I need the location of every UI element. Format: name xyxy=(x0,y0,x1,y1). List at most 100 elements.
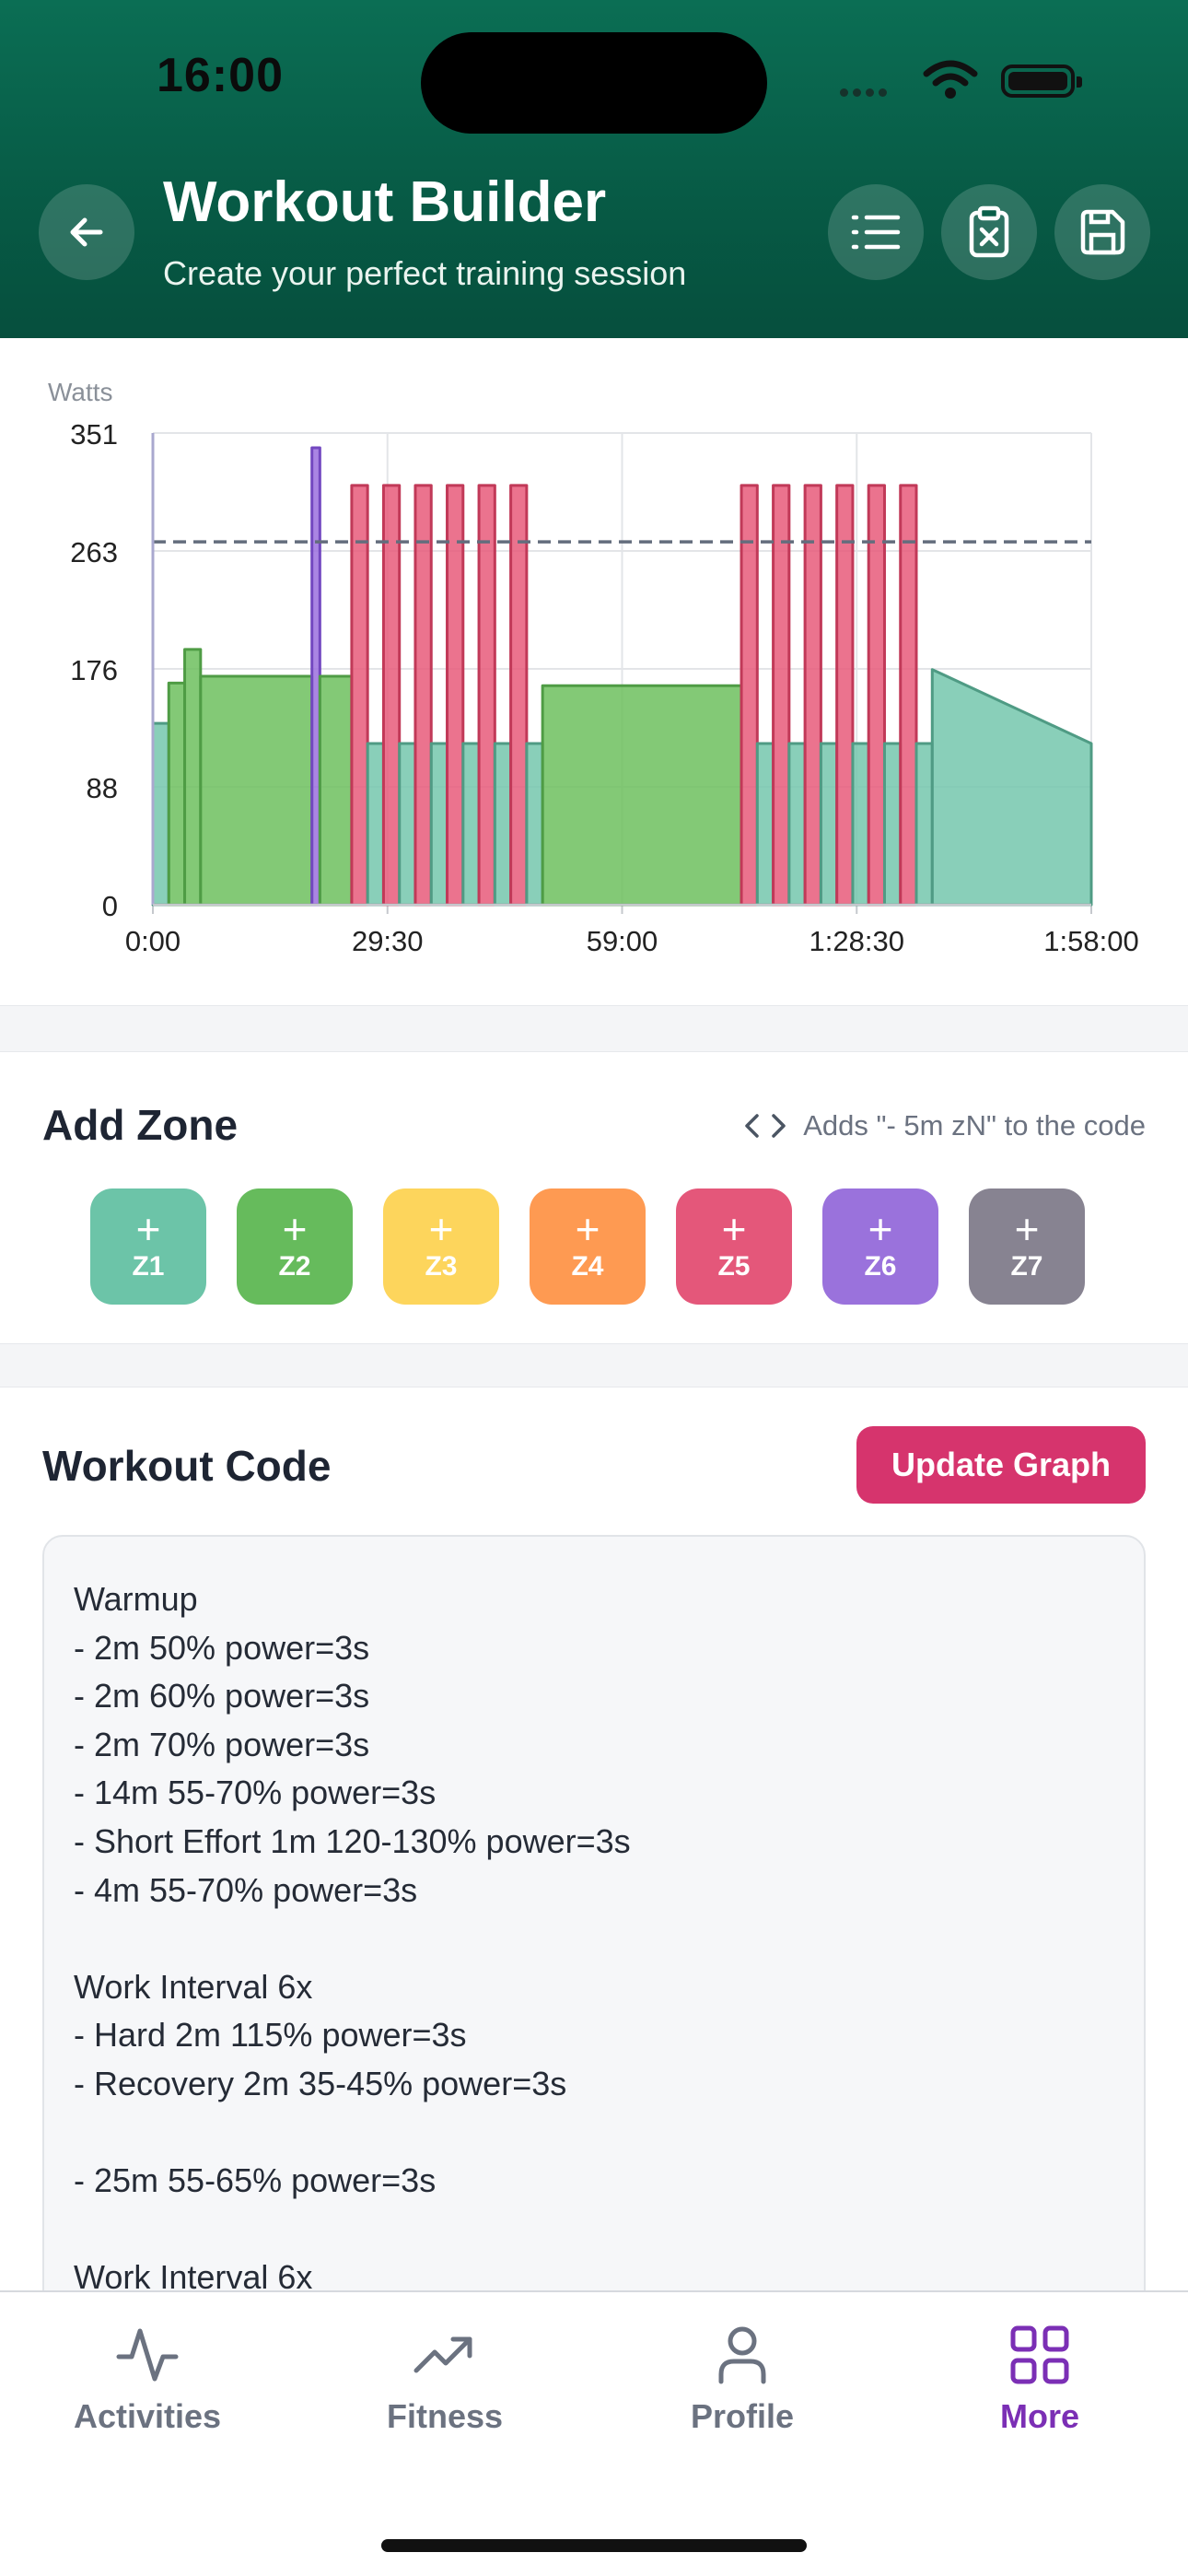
page-title: Workout Builder xyxy=(163,170,607,234)
add-zone-hint: Adds "- 5m zN" to the code xyxy=(744,1109,1146,1142)
segment-z1 xyxy=(819,742,839,907)
segment-z5 xyxy=(413,484,433,907)
tab-label: Profile xyxy=(690,2397,795,2435)
code-line: - 4m 55-70% power=3s xyxy=(74,1870,418,1909)
segment-z1 xyxy=(525,742,544,907)
clipboard-x-icon xyxy=(969,205,1009,258)
segment-z2 xyxy=(318,674,354,907)
trending-up-icon xyxy=(413,2336,472,2373)
plus-icon: + xyxy=(575,1205,600,1253)
workout-graph-card: 0 88 176 263 351 0:00 29:30 59:00 1:28:30 1:58:00… xyxy=(0,338,1188,1006)
wifi-icon xyxy=(923,60,978,99)
tab-label: Activities xyxy=(73,2397,222,2435)
add-zone-z4-button[interactable]: + Z4 xyxy=(530,1188,646,1305)
segment-z2 xyxy=(199,674,314,907)
code-line: - Hard 2m 115% power=3s xyxy=(74,2016,467,2055)
list-icon xyxy=(851,215,901,250)
workout-code-editor[interactable]: Warmup - 2m 50% power=3s - 2m 60% power=3s… xyxy=(42,1535,1146,2327)
x-tick-label: 29:30 xyxy=(352,925,424,957)
app-header: 16:00 Workout Builder Create your perfec… xyxy=(0,0,1188,338)
bottom-tab-bar: Activities Fitness Profile xyxy=(0,2290,1188,2576)
segment-z1 xyxy=(398,742,417,907)
segment-z2 xyxy=(183,648,203,907)
x-tick-label: 1:28:30 xyxy=(809,925,904,957)
segment-z5 xyxy=(803,484,822,907)
status-time: 16:00 xyxy=(157,49,284,102)
code-line: Work Interval 6x xyxy=(74,1967,313,2006)
y-tick-label: 263 xyxy=(70,536,118,568)
segment-z1 xyxy=(493,742,513,907)
segment-z1 xyxy=(882,742,903,907)
code-line: Work Interval 6x xyxy=(74,2258,313,2297)
zone-label: Z4 xyxy=(571,1251,604,1282)
plus-icon: + xyxy=(428,1205,454,1253)
zone-label: Z3 xyxy=(425,1251,458,1282)
segment-z1 xyxy=(429,742,449,907)
add-zone-z2-button[interactable]: + Z2 xyxy=(237,1188,353,1305)
back-button[interactable] xyxy=(39,184,134,280)
add-zone-z5-button[interactable]: + Z5 xyxy=(676,1188,792,1305)
grid-icon xyxy=(1010,2325,1069,2384)
segment-z1 xyxy=(851,742,870,907)
battery-icon xyxy=(1001,64,1082,98)
segment-z2 xyxy=(541,684,743,907)
code-line xyxy=(74,2109,1114,2158)
arrow-left-icon xyxy=(70,217,103,247)
x-tick-label: 0:00 xyxy=(125,925,181,957)
code-icon xyxy=(745,1114,786,1138)
add-zone-z3-button[interactable]: + Z3 xyxy=(383,1188,499,1305)
code-line: Warmup xyxy=(74,1580,198,1618)
list-button[interactable] xyxy=(828,184,924,280)
code-line: - 2m 50% power=3s xyxy=(74,1628,370,1667)
tab-more[interactable]: More xyxy=(920,2318,1159,2436)
add-zone-card: Add Zone Adds "- 5m zN" to the code + Z1 +… xyxy=(0,1051,1188,1344)
tab-fitness[interactable]: Fitness xyxy=(325,2318,565,2436)
plus-icon: + xyxy=(721,1205,747,1253)
tab-profile[interactable]: Profile xyxy=(623,2318,862,2436)
tab-label: More xyxy=(999,2397,1079,2435)
segment-z1 xyxy=(366,742,385,907)
segment-z1 xyxy=(914,742,934,907)
zone-label: Z6 xyxy=(864,1251,897,1282)
cellular-signal-icon xyxy=(840,85,891,101)
y-axis-label: Watts xyxy=(48,378,113,406)
status-indicators xyxy=(840,57,1089,103)
home-indicator xyxy=(381,2539,807,2552)
segment-z5 xyxy=(381,484,402,907)
save-icon xyxy=(1080,209,1125,255)
tab-label: Fitness xyxy=(386,2397,504,2435)
segment-z5 xyxy=(477,484,496,907)
plus-icon: + xyxy=(282,1205,308,1253)
segment-z5 xyxy=(835,484,855,907)
code-line: - 2m 70% power=3s xyxy=(74,1725,370,1763)
activity-icon xyxy=(116,2328,179,2382)
workout-code-title: Workout Code xyxy=(42,1442,332,1490)
add-zone-z1-button[interactable]: + Z1 xyxy=(90,1188,206,1305)
segment-z5 xyxy=(899,484,918,907)
segment-z5 xyxy=(350,484,369,907)
add-zone-title: Add Zone xyxy=(42,1101,239,1149)
code-line: - 25m 55-65% power=3s xyxy=(74,2161,437,2200)
add-zone-z6-button[interactable]: + Z6 xyxy=(822,1188,938,1305)
segment-z1 xyxy=(787,742,807,907)
add-zone-z7-button[interactable]: + Z7 xyxy=(969,1188,1085,1305)
code-line: - Short Effort 1m 120-130% power=3s xyxy=(74,1821,631,1860)
x-tick-label: 1:58:00 xyxy=(1043,925,1138,957)
add-zone-hint-text: Adds "- 5m zN" to the code xyxy=(803,1109,1146,1142)
segment-z1 xyxy=(930,668,1093,907)
plus-icon: + xyxy=(868,1205,893,1253)
zone-label: Z2 xyxy=(278,1251,311,1282)
code-line: - 14m 55-70% power=3s xyxy=(74,1774,437,1812)
zone-label: Z5 xyxy=(717,1251,751,1282)
clear-workout-button[interactable] xyxy=(941,184,1037,280)
segment-z5 xyxy=(867,484,886,907)
page-subtitle: Create your perfect training session xyxy=(163,254,687,292)
code-line xyxy=(74,1914,1114,1963)
update-graph-button[interactable]: Update Graph xyxy=(856,1426,1146,1504)
code-line: - Recovery 2m 35-45% power=3s xyxy=(74,2064,567,2102)
segment-z5 xyxy=(740,484,759,907)
user-icon xyxy=(718,2326,766,2384)
save-button[interactable] xyxy=(1054,184,1150,280)
plus-icon: + xyxy=(1014,1205,1040,1253)
tab-activities[interactable]: Activities xyxy=(28,2318,267,2436)
